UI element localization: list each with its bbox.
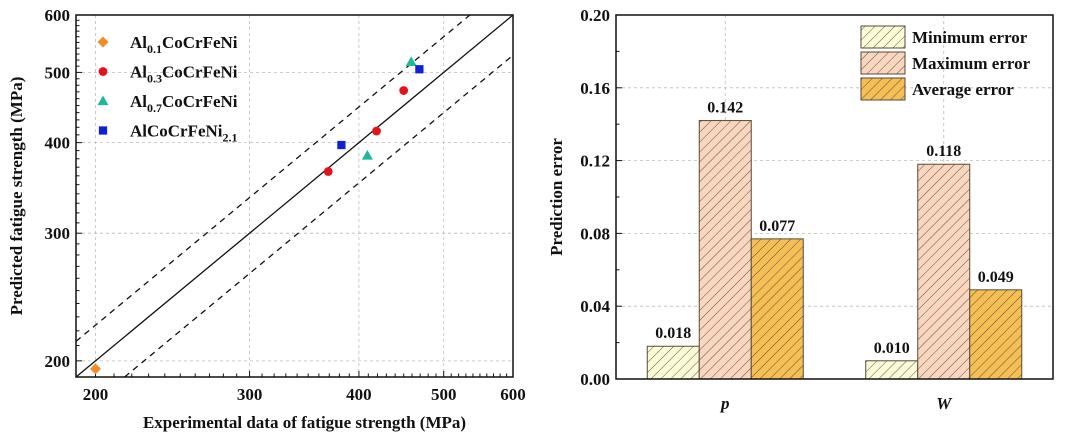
bar-hatch bbox=[751, 238, 804, 379]
y-axis-label: Predicted fatigue strength (MPa) bbox=[7, 77, 26, 316]
data-label: 0.049 bbox=[978, 269, 1014, 286]
legend-swatch-hatch bbox=[861, 78, 905, 100]
series-circle bbox=[323, 86, 409, 176]
circle-marker bbox=[399, 86, 409, 95]
data-label: 0.010 bbox=[874, 340, 910, 357]
legend-label-subscript: 0.7 bbox=[147, 101, 162, 115]
bar-hatch bbox=[647, 346, 700, 379]
x-tick-label: 300 bbox=[237, 385, 263, 404]
circle-marker bbox=[372, 126, 381, 136]
y-tick-label: 300 bbox=[45, 224, 71, 243]
legend-label: Al0.3CoCrFeNi bbox=[130, 63, 238, 86]
identity-line bbox=[75, 14, 514, 378]
y-tick-label: 200 bbox=[45, 352, 71, 371]
data-label: 0.118 bbox=[926, 143, 961, 160]
legend-label-suffix: CoCrFeNi bbox=[162, 92, 238, 111]
legend-label: Minimum error bbox=[912, 28, 1028, 47]
legend-label-subscript: 2.1 bbox=[223, 131, 238, 145]
legend-label: Al0.7CoCrFeNi bbox=[130, 92, 238, 115]
legend-label-main: Al bbox=[130, 33, 147, 52]
legend-label: Maximum error bbox=[912, 54, 1031, 73]
triangle-marker bbox=[405, 56, 417, 66]
bar-hatch bbox=[969, 289, 1022, 379]
legend-label: AlCoCrFeNi2.1 bbox=[130, 122, 238, 145]
data-label: 0.077 bbox=[759, 218, 795, 235]
legend-label-subscript: 0.3 bbox=[147, 72, 162, 86]
legend-swatch-hatch bbox=[861, 52, 905, 74]
square-marker bbox=[98, 126, 108, 135]
legend-label-main: Al bbox=[130, 92, 147, 111]
y-tick-label: 0.04 bbox=[580, 297, 610, 316]
circle-marker bbox=[323, 167, 333, 176]
y-axis-label: Prediction error bbox=[547, 138, 566, 256]
x-tick-label: 400 bbox=[346, 385, 372, 404]
square-marker bbox=[415, 65, 424, 74]
x-tick-label: 600 bbox=[500, 385, 526, 404]
legend-label: Al0.1CoCrFeNi bbox=[130, 33, 238, 56]
legend-swatch-hatch bbox=[861, 26, 905, 48]
y-tick-label: 0.12 bbox=[580, 152, 610, 171]
diamond-marker bbox=[97, 36, 109, 48]
square-marker bbox=[337, 140, 346, 150]
plot-frame bbox=[75, 14, 514, 378]
diamond-marker bbox=[89, 363, 101, 375]
y-tick-label: 0.00 bbox=[580, 370, 610, 389]
y-tick-label: 0.08 bbox=[580, 224, 610, 243]
y-tick-label: 500 bbox=[45, 63, 71, 82]
error-band-line bbox=[124, 54, 514, 378]
triangle-marker bbox=[97, 95, 109, 106]
x-tick-label: 200 bbox=[83, 385, 109, 404]
y-tick-label: 0.16 bbox=[580, 79, 610, 98]
series-diamond bbox=[89, 363, 101, 375]
legend-label-subscript: 0.1 bbox=[147, 42, 162, 56]
triangle-marker bbox=[361, 149, 373, 160]
x-axis-label: Experimental data of fatigue strength (M… bbox=[143, 413, 466, 432]
y-tick-label: 400 bbox=[45, 134, 71, 153]
y-tick-label: 600 bbox=[45, 6, 71, 25]
x-tick-label: W bbox=[936, 394, 953, 413]
circle-marker bbox=[98, 67, 108, 76]
legend-label-main: AlCoCrFeNi bbox=[130, 122, 223, 141]
data-label: 0.018 bbox=[655, 325, 691, 342]
bar-chart: 0.018 0.010 0.142 0.118 0.077 0.049 0.00 0.04 0.… bbox=[547, 6, 1054, 413]
error-band-line bbox=[75, 14, 471, 342]
data-label: 0.142 bbox=[707, 100, 743, 117]
legend-label: Average error bbox=[912, 80, 1014, 99]
bar-hatch bbox=[917, 164, 970, 379]
series-triangle bbox=[361, 56, 417, 160]
series-square bbox=[337, 65, 424, 150]
x-tick-label: 500 bbox=[431, 385, 457, 404]
legend-label-suffix: CoCrFeNi bbox=[162, 63, 238, 82]
scatter-chart: 200 300 400 500 600 200 300 400 500 600 Experiment… bbox=[7, 6, 526, 432]
bar-hatch bbox=[699, 120, 752, 379]
legend-label-suffix: CoCrFeNi bbox=[162, 33, 238, 52]
bar-hatch bbox=[865, 360, 918, 379]
legend-label-main: Al bbox=[130, 63, 147, 82]
x-tick-label: p bbox=[719, 394, 730, 413]
y-tick-label: 0.20 bbox=[580, 6, 610, 25]
